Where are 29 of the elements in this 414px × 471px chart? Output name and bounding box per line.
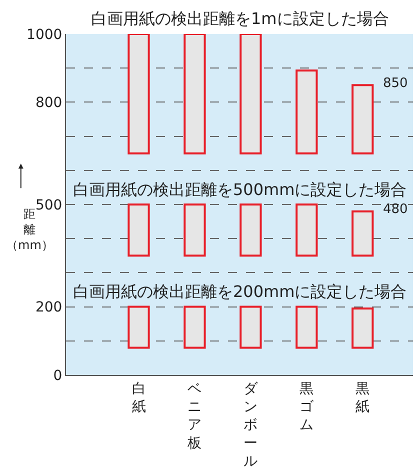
y-tick-label: 800 bbox=[35, 95, 62, 112]
x-tick-label: ベニア板 bbox=[186, 380, 202, 452]
annotation: 850 bbox=[383, 76, 408, 91]
x-tick-label: 黒ゴム bbox=[300, 380, 315, 434]
bar bbox=[240, 306, 262, 349]
bar bbox=[352, 84, 374, 154]
x-tick-label: ダンボール bbox=[244, 380, 259, 470]
annotation: 480 bbox=[383, 202, 408, 217]
bar bbox=[352, 308, 374, 349]
bar bbox=[128, 306, 150, 349]
y-tick-label: 200 bbox=[35, 300, 62, 316]
bar bbox=[240, 34, 262, 154]
bar bbox=[184, 34, 206, 154]
bar bbox=[184, 306, 206, 349]
bar bbox=[352, 210, 374, 257]
annotation: 白画用紙の検出距離を500mmに設定した場合 bbox=[73, 180, 407, 199]
bar bbox=[128, 204, 150, 257]
bar bbox=[296, 69, 318, 154]
bar bbox=[184, 204, 206, 257]
y-tick-label: 0 bbox=[53, 368, 62, 384]
bar bbox=[296, 306, 318, 349]
bar bbox=[128, 34, 150, 154]
y-tick-label: 1000 bbox=[26, 26, 62, 43]
x-tick-label: 白紙 bbox=[132, 380, 146, 415]
text: 白画用紙の検出距離を1mに設定した場合 bbox=[91, 9, 389, 28]
annotation: 白画用紙の検出距離を200mmに設定した場合 bbox=[73, 282, 407, 301]
bar bbox=[296, 204, 318, 257]
bar bbox=[240, 204, 262, 257]
x-tick-label: 黒紙 bbox=[356, 380, 370, 415]
